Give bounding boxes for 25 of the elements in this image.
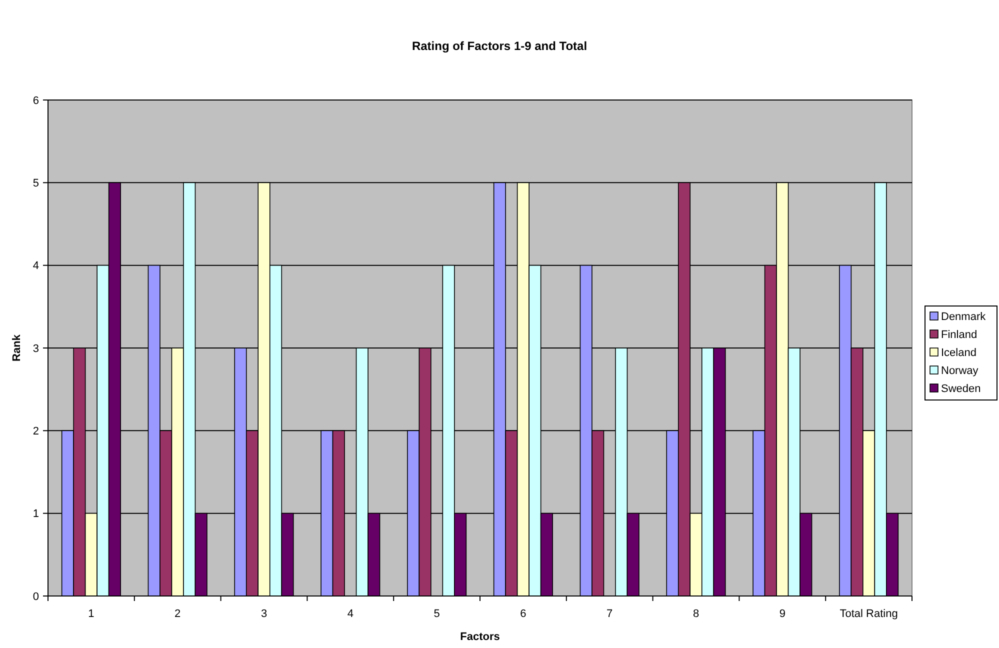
- x-tick-label: 6: [520, 608, 526, 620]
- legend-label: Denmark: [941, 310, 986, 323]
- chart-title: Rating of Factors 1-9 and Total: [412, 39, 588, 53]
- y-axis-title: Rank: [11, 334, 23, 362]
- x-axis-title: Factors: [460, 631, 500, 643]
- legend-label: Norway: [941, 364, 979, 377]
- y-tick-label: 1: [32, 508, 39, 520]
- x-tick-label: 3: [260, 608, 268, 620]
- x-tick-label: Total Rating: [840, 608, 898, 620]
- legend-label: Finland: [941, 328, 978, 341]
- x-tick-label: 7: [606, 608, 613, 620]
- legend-label: Iceland: [941, 346, 976, 359]
- x-tick-label: 2: [174, 608, 181, 620]
- x-tick-label: 5: [434, 608, 440, 620]
- y-tick-label: 2: [32, 426, 39, 438]
- y-tick-label: 5: [32, 178, 39, 190]
- x-tick-label: 8: [692, 608, 700, 620]
- y-tick-label: 0: [32, 590, 39, 603]
- y-tick-label: 6: [32, 94, 39, 107]
- legend-label: Sweden: [941, 382, 981, 395]
- y-tick-label: 3: [32, 342, 39, 355]
- x-tick-label: 4: [347, 608, 354, 620]
- y-tick-label: 4: [32, 260, 39, 272]
- x-tick-label: 1: [88, 608, 94, 620]
- x-tick-label: 9: [779, 608, 786, 620]
